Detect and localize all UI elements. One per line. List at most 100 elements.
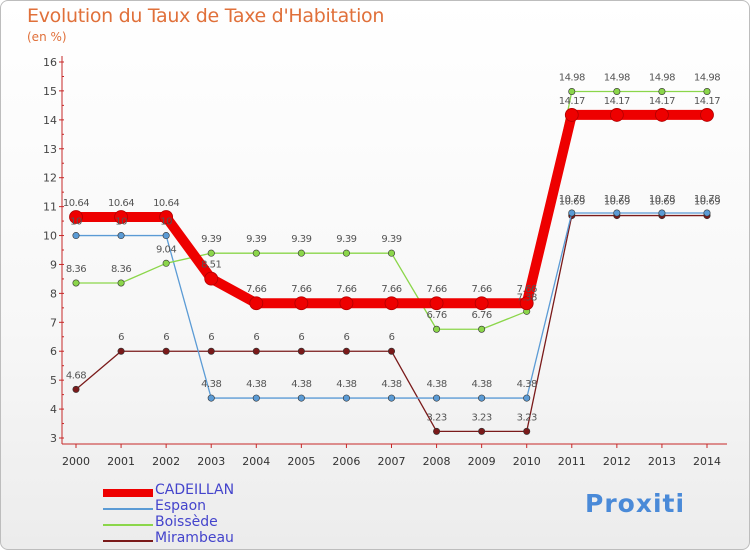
legend-label-cadeillan: CADEILLAN [155, 482, 235, 498]
y-tick-label: 7 [50, 316, 57, 329]
data-label: 7.66 [336, 284, 356, 295]
x-tick-label: 2007 [378, 455, 406, 468]
data-point [252, 249, 260, 257]
data-point [339, 296, 354, 311]
data-label: 6 [343, 332, 349, 343]
data-label: 6 [253, 332, 259, 343]
data-label: 6 [208, 332, 214, 343]
data-label: 3.23 [517, 412, 537, 423]
data-label: 9.39 [246, 234, 266, 245]
data-label: 9.39 [381, 234, 401, 245]
data-point [700, 108, 714, 122]
x-tick-label: 2011 [558, 455, 586, 468]
y-tick-label: 12 [43, 172, 57, 185]
data-point [478, 394, 486, 402]
data-label: 6.76 [426, 310, 446, 321]
data-point [658, 209, 666, 217]
data-point [207, 347, 215, 355]
x-tick-label: 2000 [62, 455, 90, 468]
data-point [114, 210, 128, 224]
y-tick-label: 3 [50, 432, 57, 445]
x-tick-label: 2013 [648, 455, 676, 468]
data-point [252, 347, 260, 355]
data-label: 8.51 [201, 260, 221, 271]
data-label: 6 [163, 332, 169, 343]
data-label: 10.64 [108, 198, 134, 209]
legend-swatch-cadeillan [103, 489, 153, 497]
legend-label-mirambeau: Mirambeau [155, 530, 234, 546]
legend-swatch-boissede [103, 524, 153, 526]
legend-label-espaon: Espaon [155, 498, 207, 514]
y-tick-label: 11 [43, 201, 57, 214]
data-point [523, 394, 531, 402]
data-point [162, 259, 170, 267]
data-point [207, 394, 215, 402]
data-point [478, 427, 486, 435]
proxiti-logo: Proxiti [585, 489, 686, 518]
y-tick-label: 15 [43, 85, 57, 98]
data-label: 10.64 [63, 198, 89, 209]
data-label: 4.38 [517, 379, 537, 390]
data-label: 4.38 [246, 379, 266, 390]
data-label: 10 [70, 217, 82, 228]
data-point [297, 347, 305, 355]
data-label: 14.98 [649, 73, 675, 84]
x-tick-label: 2008 [423, 455, 451, 468]
data-label: 7.66 [291, 284, 311, 295]
y-tick-label: 6 [50, 345, 57, 358]
data-label: 4.38 [336, 379, 356, 390]
data-point [387, 394, 395, 402]
x-tick-label: 2001 [107, 455, 135, 468]
data-point [69, 210, 83, 224]
data-point [433, 394, 441, 402]
y-tick-label: 5 [50, 374, 57, 387]
data-point [384, 296, 399, 311]
data-label: 10.78 [694, 194, 720, 205]
data-point [342, 249, 350, 257]
data-point [478, 325, 486, 333]
series-line-cadeillan [71, 109, 712, 309]
data-point [387, 347, 395, 355]
data-point [433, 325, 441, 333]
data-label: 10 [115, 217, 127, 228]
data-point [294, 296, 309, 311]
data-label: 6 [298, 332, 304, 343]
y-tick-label: 16 [43, 56, 57, 69]
data-label: 4.38 [291, 379, 311, 390]
data-point [658, 88, 666, 96]
y-tick-label: 10 [43, 230, 57, 243]
data-point [474, 296, 489, 311]
data-point [162, 347, 170, 355]
data-label: 7.38 [517, 292, 537, 303]
data-point [429, 296, 444, 311]
data-point [249, 296, 264, 311]
x-tick-label: 2014 [693, 455, 721, 468]
x-tick-label: 2005 [287, 455, 315, 468]
data-point [159, 210, 174, 224]
data-point [117, 232, 125, 240]
x-tick-label: 2010 [513, 455, 541, 468]
data-point [252, 394, 260, 402]
data-label: 10.69 [694, 197, 720, 208]
data-label: 10.69 [604, 197, 630, 208]
data-label: 3.23 [426, 412, 446, 423]
data-label: 7.66 [426, 284, 446, 295]
data-label: 6 [389, 332, 395, 343]
data-point [297, 394, 305, 402]
unit-label: (en %) [27, 30, 67, 44]
data-point [433, 427, 441, 435]
data-label: 9.04 [156, 244, 176, 255]
data-label: 8.36 [111, 264, 131, 275]
data-label: 10.69 [559, 197, 585, 208]
data-point [655, 108, 669, 122]
data-label: 6.76 [472, 310, 492, 321]
data-label: 10.78 [559, 194, 585, 205]
data-label: 4.38 [472, 379, 492, 390]
data-label: 10.78 [604, 194, 630, 205]
data-label: 4.38 [381, 379, 401, 390]
data-point [342, 394, 350, 402]
data-point [568, 88, 576, 96]
y-tick-label: 13 [43, 143, 57, 156]
y-tick-label: 4 [50, 403, 57, 416]
